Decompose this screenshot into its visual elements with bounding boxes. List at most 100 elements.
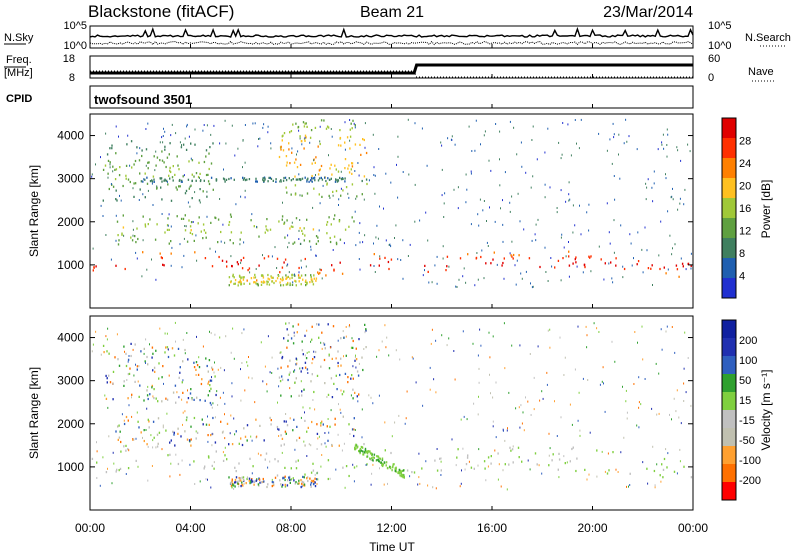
- power-background-cell: [590, 270, 592, 273]
- power-cell: [301, 177, 304, 180]
- velocity-cell: [257, 483, 260, 486]
- power-cell: [256, 283, 258, 286]
- velocity-background-cell: [625, 400, 627, 403]
- velocity-background-cell: [316, 448, 318, 450]
- power-cell: [327, 126, 330, 129]
- velocity-cell: [351, 428, 354, 431]
- power-cell: [325, 179, 327, 183]
- power-background-cell: [658, 254, 660, 257]
- velocity-cell: [108, 352, 110, 355]
- velocity-cell: [283, 337, 285, 340]
- velocity-cell: [182, 391, 184, 394]
- velocity-background-cell: [669, 413, 670, 416]
- power-cell: [575, 256, 577, 259]
- velocity-cell: [576, 457, 578, 460]
- velocity-cell: [278, 376, 281, 379]
- velocity-cell: [241, 483, 243, 486]
- power-background-cell: [458, 278, 460, 281]
- velocity-background-cell: [151, 465, 153, 467]
- power-cell: [363, 138, 365, 142]
- velocity-cell: [201, 378, 203, 381]
- power-cell: [115, 264, 117, 267]
- velocity-cell: [334, 417, 336, 420]
- power-cell: [247, 269, 249, 272]
- power-cell: [344, 141, 346, 144]
- power-cell: [610, 261, 612, 264]
- velocity-cell: [237, 482, 239, 485]
- power-cell: [285, 179, 288, 182]
- velocity-cell: [366, 450, 368, 453]
- velocity-cell: [327, 393, 330, 396]
- velocity-background-cell: [210, 486, 212, 489]
- power-cell: [292, 178, 294, 181]
- power-cell: [205, 236, 207, 239]
- velocity-cell: [377, 458, 379, 461]
- velocity-cell: [207, 370, 209, 373]
- velocity-cell: [287, 479, 289, 482]
- power-cell: [229, 239, 231, 242]
- power-cell: [248, 178, 251, 181]
- power-cell: [351, 172, 353, 175]
- power-background-cell: [92, 247, 94, 250]
- velocity-cell: [146, 443, 148, 446]
- velocity-cell: [300, 486, 302, 489]
- velocity-background-cell: [182, 338, 184, 341]
- power-colorbar-tick: 8: [739, 248, 745, 260]
- velocity-background-cell: [425, 460, 427, 463]
- power-cell: [305, 279, 307, 282]
- velocity-cell: [228, 476, 230, 479]
- velocity-cell: [306, 368, 309, 371]
- power-cell: [285, 274, 287, 277]
- freq-label-line2: [MHz]: [4, 67, 33, 79]
- power-background-cell: [544, 183, 546, 186]
- power-cell: [312, 283, 315, 286]
- power-cell: [292, 242, 294, 245]
- power-cell: [303, 138, 306, 141]
- velocity-cell: [254, 480, 256, 483]
- power-background-cell: [521, 277, 523, 280]
- velocity-cell: [193, 398, 195, 401]
- power-cell: [125, 164, 128, 167]
- power-cell: [329, 240, 332, 244]
- velocity-cell: [364, 447, 367, 450]
- velocity-cell: [158, 377, 160, 380]
- velocity-cell: [148, 420, 150, 423]
- velocity-background-cell: [146, 407, 148, 410]
- power-background-cell: [310, 179, 312, 182]
- velocity-cell: [91, 457, 94, 460]
- power-cell: [279, 271, 281, 274]
- power-background-cell: [560, 279, 562, 282]
- velocity-cell: [153, 366, 156, 369]
- power-cell: [246, 178, 248, 181]
- velocity-background-cell: [429, 366, 431, 369]
- velocity-cell: [170, 439, 172, 442]
- velocity-cell: [125, 444, 127, 447]
- power-cell: [320, 119, 323, 122]
- velocity-background-cell: [571, 423, 573, 426]
- velocity-background-cell: [478, 367, 480, 370]
- power-cell: [615, 264, 617, 267]
- power-cell: [253, 276, 255, 279]
- velocity-cell: [288, 476, 291, 479]
- power-cell: [141, 149, 143, 152]
- velocity-cell: [167, 454, 169, 457]
- velocity-background-cell: [680, 422, 682, 425]
- velocity-background-cell: [585, 325, 587, 328]
- power-cell: [335, 168, 337, 171]
- power-background-cell: [373, 242, 374, 245]
- power-background-cell: [671, 253, 673, 256]
- velocity-background-cell: [435, 339, 437, 342]
- power-background-cell: [244, 196, 246, 199]
- power-cell: [311, 280, 313, 283]
- power-cell: [267, 255, 270, 258]
- power-cell: [280, 179, 282, 182]
- velocity-background-cell: [549, 346, 551, 349]
- velocity-cell: [286, 328, 288, 331]
- velocity-cell: [376, 459, 378, 462]
- power-background-cell: [112, 170, 114, 173]
- power-cell: [390, 258, 393, 261]
- velocity-cell: [246, 424, 249, 427]
- power-cell: [134, 182, 137, 185]
- power-cell: [313, 177, 315, 180]
- power-background-cell: [136, 152, 138, 155]
